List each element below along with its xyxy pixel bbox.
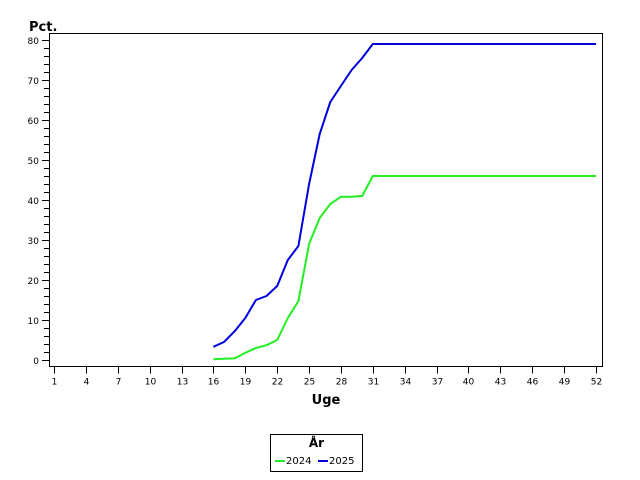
x-tick-label: 25 xyxy=(304,378,315,388)
x-tick-label: 1 xyxy=(52,378,58,388)
y-tick-label: 70 xyxy=(28,77,40,87)
x-tick-label: 16 xyxy=(208,378,220,388)
x-tick-label: 49 xyxy=(559,378,571,388)
x-tick-label: 37 xyxy=(432,378,443,388)
legend-swatch-green xyxy=(275,460,285,462)
x-tick-label: 19 xyxy=(240,378,252,388)
y-axis: 0 10 20 30 40 50 60 70 80 xyxy=(28,37,50,367)
legend: År 2024 2025 xyxy=(270,434,363,472)
x-tick-label: 43 xyxy=(495,378,506,388)
x-tick-label: 40 xyxy=(463,378,475,388)
y-tick-label: 80 xyxy=(28,37,40,47)
y-axis-title: Pct. xyxy=(29,20,58,35)
y-tick-label: 0 xyxy=(33,357,39,367)
y-tick-label: 30 xyxy=(28,237,40,247)
plot-frame xyxy=(49,33,603,367)
x-axis: 1 4 7 10 13 16 19 22 25 28 31 34 37 40 43 46 49 52 xyxy=(52,366,602,388)
x-tick-label: 28 xyxy=(336,378,348,388)
x-tick-label: 34 xyxy=(400,378,412,388)
x-tick-label: 10 xyxy=(145,378,157,388)
y-tick-label: 20 xyxy=(28,277,40,287)
legend-swatch-blue xyxy=(318,460,328,462)
series-lines xyxy=(212,43,596,361)
series-line-2024 xyxy=(213,175,596,361)
y-tick-label: 50 xyxy=(28,157,40,167)
y-tick-label: 60 xyxy=(28,117,40,127)
legend-label: 2025 xyxy=(329,456,355,467)
series-line-2025 xyxy=(212,43,596,348)
x-tick-label: 46 xyxy=(527,378,539,388)
legend-title: År xyxy=(308,436,325,450)
x-tick-label: 7 xyxy=(116,378,122,388)
x-tick-label: 52 xyxy=(591,378,602,388)
x-axis-title: Uge xyxy=(311,393,341,408)
legend-label: 2024 xyxy=(286,456,312,467)
x-tick-label: 13 xyxy=(177,378,188,388)
x-tick-label: 31 xyxy=(368,378,379,388)
x-tick-label: 4 xyxy=(84,378,90,388)
y-tick-label: 40 xyxy=(28,197,40,207)
x-tick-label: 22 xyxy=(272,378,283,388)
y-tick-label: 10 xyxy=(28,317,40,327)
